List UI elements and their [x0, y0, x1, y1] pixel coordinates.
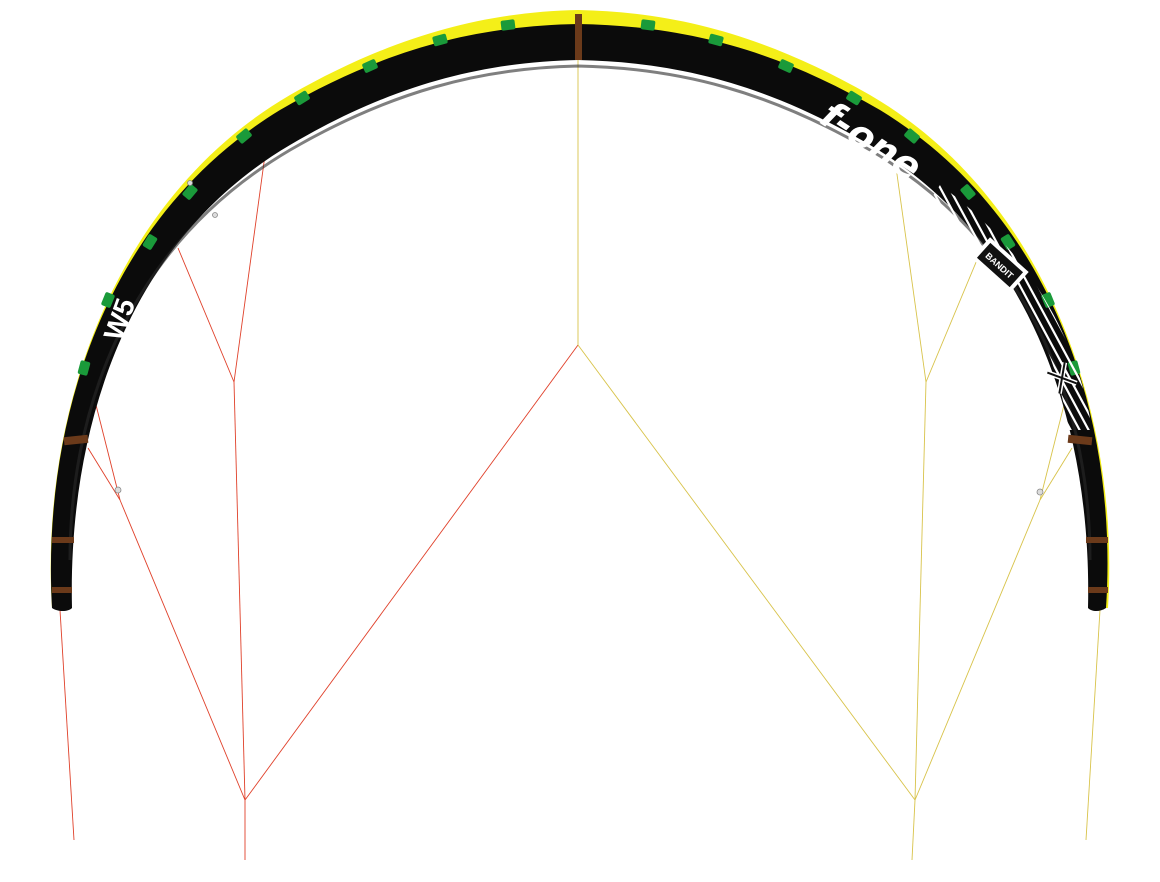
batten: [101, 292, 115, 308]
tip-reinforcement: [1067, 434, 1093, 446]
bridle-line: [911, 799, 916, 861]
stripe: [1107, 180, 1160, 440]
bridle-line: [59, 609, 75, 841]
bridle-pulleys: [114, 180, 1044, 496]
batten: [846, 90, 862, 106]
pulley: [114, 486, 122, 494]
tip-reinforcement: [1086, 537, 1108, 543]
batten: [640, 19, 656, 31]
stripe: [1098, 180, 1160, 440]
batten: [432, 33, 448, 47]
batten: [500, 19, 516, 31]
stripe: [1043, 185, 1092, 430]
batten: [1000, 234, 1016, 250]
batten: [778, 59, 794, 73]
batten: [182, 184, 198, 200]
model-badge: BANDIT: [971, 237, 1029, 293]
bridle-lines-right: [577, 60, 1101, 861]
battens: [77, 19, 1081, 376]
bridle-line: [119, 499, 246, 801]
pulley: [1036, 488, 1044, 496]
bridle-line: [925, 247, 983, 383]
tip-reinforcement: [1088, 587, 1108, 593]
stripe: [989, 185, 1092, 430]
bridle-line: [95, 404, 121, 501]
bridle-line: [244, 344, 579, 801]
tip-reinforcement: [63, 434, 89, 446]
stripe: [1088, 185, 1092, 430]
reinforcements: [52, 14, 1108, 593]
bridle-line: [87, 447, 121, 501]
bridle-line: [233, 381, 246, 801]
batten: [77, 360, 91, 376]
bridle-line: [577, 344, 916, 801]
bridle-line: [894, 159, 927, 383]
tip-reinforcement: [52, 537, 74, 543]
tip-reinforcement: [52, 587, 72, 593]
leading-edge-highlight: [68, 64, 1092, 561]
pulley: [187, 180, 193, 186]
bridle-line: [1039, 447, 1073, 501]
bridle-line: [914, 381, 927, 801]
pulley: [212, 212, 218, 218]
bridle-line: [1039, 404, 1065, 501]
batten: [708, 33, 724, 47]
stripe: [1079, 185, 1092, 430]
stripe: [953, 185, 1092, 430]
leading-edge: [50, 24, 1108, 611]
batten: [236, 128, 252, 144]
batten: [362, 59, 378, 73]
x-emblem: [1046, 362, 1078, 394]
batten: [904, 128, 920, 144]
batten: [294, 90, 310, 106]
stripe: [944, 185, 1086, 430]
stripe: [1125, 180, 1160, 440]
bridle-line: [177, 247, 235, 383]
bridle-line: [914, 499, 1041, 801]
batten: [960, 184, 976, 200]
center-reinforcement: [575, 14, 582, 60]
canopy-trailing-edge: [50, 10, 1110, 608]
batten: [1041, 292, 1055, 308]
bridle-line: [1085, 609, 1101, 841]
stripe: [1116, 180, 1160, 440]
batten: [142, 234, 158, 250]
bridle-lines-left: [59, 154, 579, 860]
bridle-line: [233, 154, 266, 383]
